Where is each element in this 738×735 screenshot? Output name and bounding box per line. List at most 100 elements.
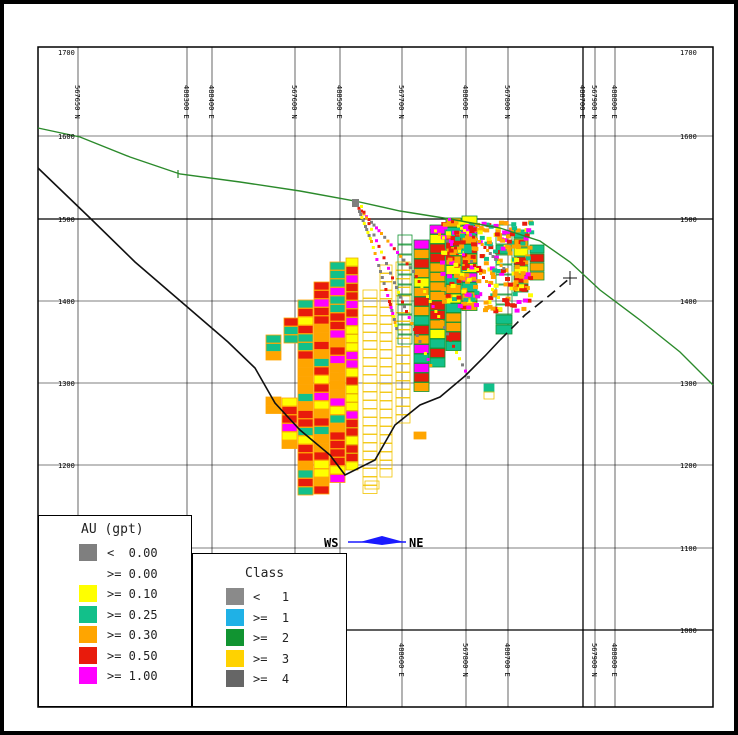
block-cell: [345, 283, 359, 292]
block-cell: [429, 319, 446, 330]
block-cell: [395, 406, 411, 415]
block-cell: [456, 279, 462, 284]
elevation-label-right: 1700: [680, 49, 697, 57]
drillhole-sample: [499, 264, 503, 267]
block-cell: [395, 338, 411, 347]
block-cell: [523, 279, 529, 284]
drillhole-sample: [393, 321, 397, 324]
block-cell: [495, 228, 501, 233]
block-cell: [508, 227, 514, 232]
block-cell: [449, 260, 455, 265]
block-cell: [345, 274, 359, 284]
drillhole-sample: [382, 282, 386, 285]
block-cell: [448, 239, 454, 244]
block-cell: [362, 451, 378, 460]
block-cell: [450, 236, 456, 241]
block-cell: [469, 265, 475, 270]
block-cell: [265, 334, 282, 344]
drillhole-sample: [370, 227, 373, 231]
block-cell: [297, 410, 314, 419]
block-cell: [486, 240, 492, 245]
block-cell: [465, 224, 471, 229]
block-cell: [362, 332, 378, 341]
block-cell: [503, 282, 509, 287]
drillhole-sample: [460, 226, 463, 230]
block-cell: [395, 287, 411, 296]
block-cell: [461, 266, 467, 271]
block-cell: [454, 233, 460, 238]
drillhole-sample: [454, 222, 457, 226]
drillhole-sample: [389, 306, 393, 309]
drillhole-sample: [389, 243, 393, 247]
drillhole-sample: [377, 264, 381, 267]
block-cell: [364, 480, 380, 490]
block-cell: [502, 230, 508, 235]
block-cell: [345, 266, 359, 275]
drillhole-sample: [397, 290, 400, 294]
block-cell: [362, 349, 378, 358]
class-legend-swatch: [226, 629, 244, 646]
block-cell: [313, 315, 330, 325]
drillhole-sample: [430, 226, 433, 229]
block-cell: [474, 227, 480, 232]
block-cell: [515, 245, 521, 250]
class-legend-title: Class: [245, 566, 285, 581]
block-cell: [395, 270, 411, 279]
collar-marker: [352, 199, 359, 207]
block-cell: [297, 418, 314, 428]
block-cell: [522, 298, 528, 303]
block-cell: [362, 442, 378, 452]
block-cell: [345, 325, 359, 335]
block-cell: [446, 234, 452, 239]
block-cell: [362, 417, 378, 426]
block-cell: [413, 372, 430, 383]
drillhole-sample: [446, 332, 449, 336]
block-cell: [484, 228, 490, 233]
drillhole-sample: [472, 235, 475, 239]
block-cell: [379, 290, 393, 299]
block-cell: [490, 271, 496, 276]
class-legend-label: < 1: [253, 590, 290, 604]
au-legend-label: >= 0.25: [107, 607, 158, 622]
block-cell: [313, 409, 330, 418]
au-legend-title: AU (gpt): [81, 522, 144, 537]
drillhole-sample: [399, 254, 403, 258]
block-cell: [379, 332, 393, 342]
block-cell: [283, 317, 300, 327]
block-cell: [329, 372, 346, 381]
block-cell: [329, 423, 346, 432]
block-cell: [345, 334, 359, 343]
block-cell: [395, 261, 411, 271]
block-cell: [503, 268, 509, 273]
block-cell: [507, 251, 513, 256]
drillhole-sample: [367, 218, 371, 221]
block-cell: [413, 325, 430, 335]
block-cell: [297, 333, 314, 343]
grid-label-top: 567700 N: [397, 85, 405, 119]
block-cell: [445, 231, 451, 236]
grid-label-top: 488400 E: [207, 85, 215, 119]
block-cell: [313, 349, 330, 359]
block-cell: [529, 262, 545, 272]
block-cell: [509, 232, 515, 237]
grid-label-top: 488300 E: [182, 85, 190, 119]
block-cell: [345, 385, 359, 394]
drillhole-sample: [407, 316, 411, 319]
block-cell: [397, 334, 413, 345]
block-cell: [466, 277, 472, 282]
block-cell: [329, 431, 346, 441]
block-cell: [397, 294, 413, 305]
drillhole-sample: [421, 346, 425, 349]
drillhole-sample: [371, 246, 375, 249]
block-cell: [329, 380, 346, 390]
block-cell: [490, 306, 496, 311]
au-legend-swatch: [79, 605, 97, 623]
block-cell: [345, 368, 359, 377]
block-cell: [495, 234, 513, 245]
drillhole-sample: [414, 275, 418, 278]
au-legend-swatch: [79, 667, 97, 684]
block-cell: [281, 440, 298, 449]
drillhole-sample: [360, 209, 363, 213]
grid-label-bottom: 567900 N: [590, 643, 598, 677]
drillhole-sample: [431, 305, 435, 308]
